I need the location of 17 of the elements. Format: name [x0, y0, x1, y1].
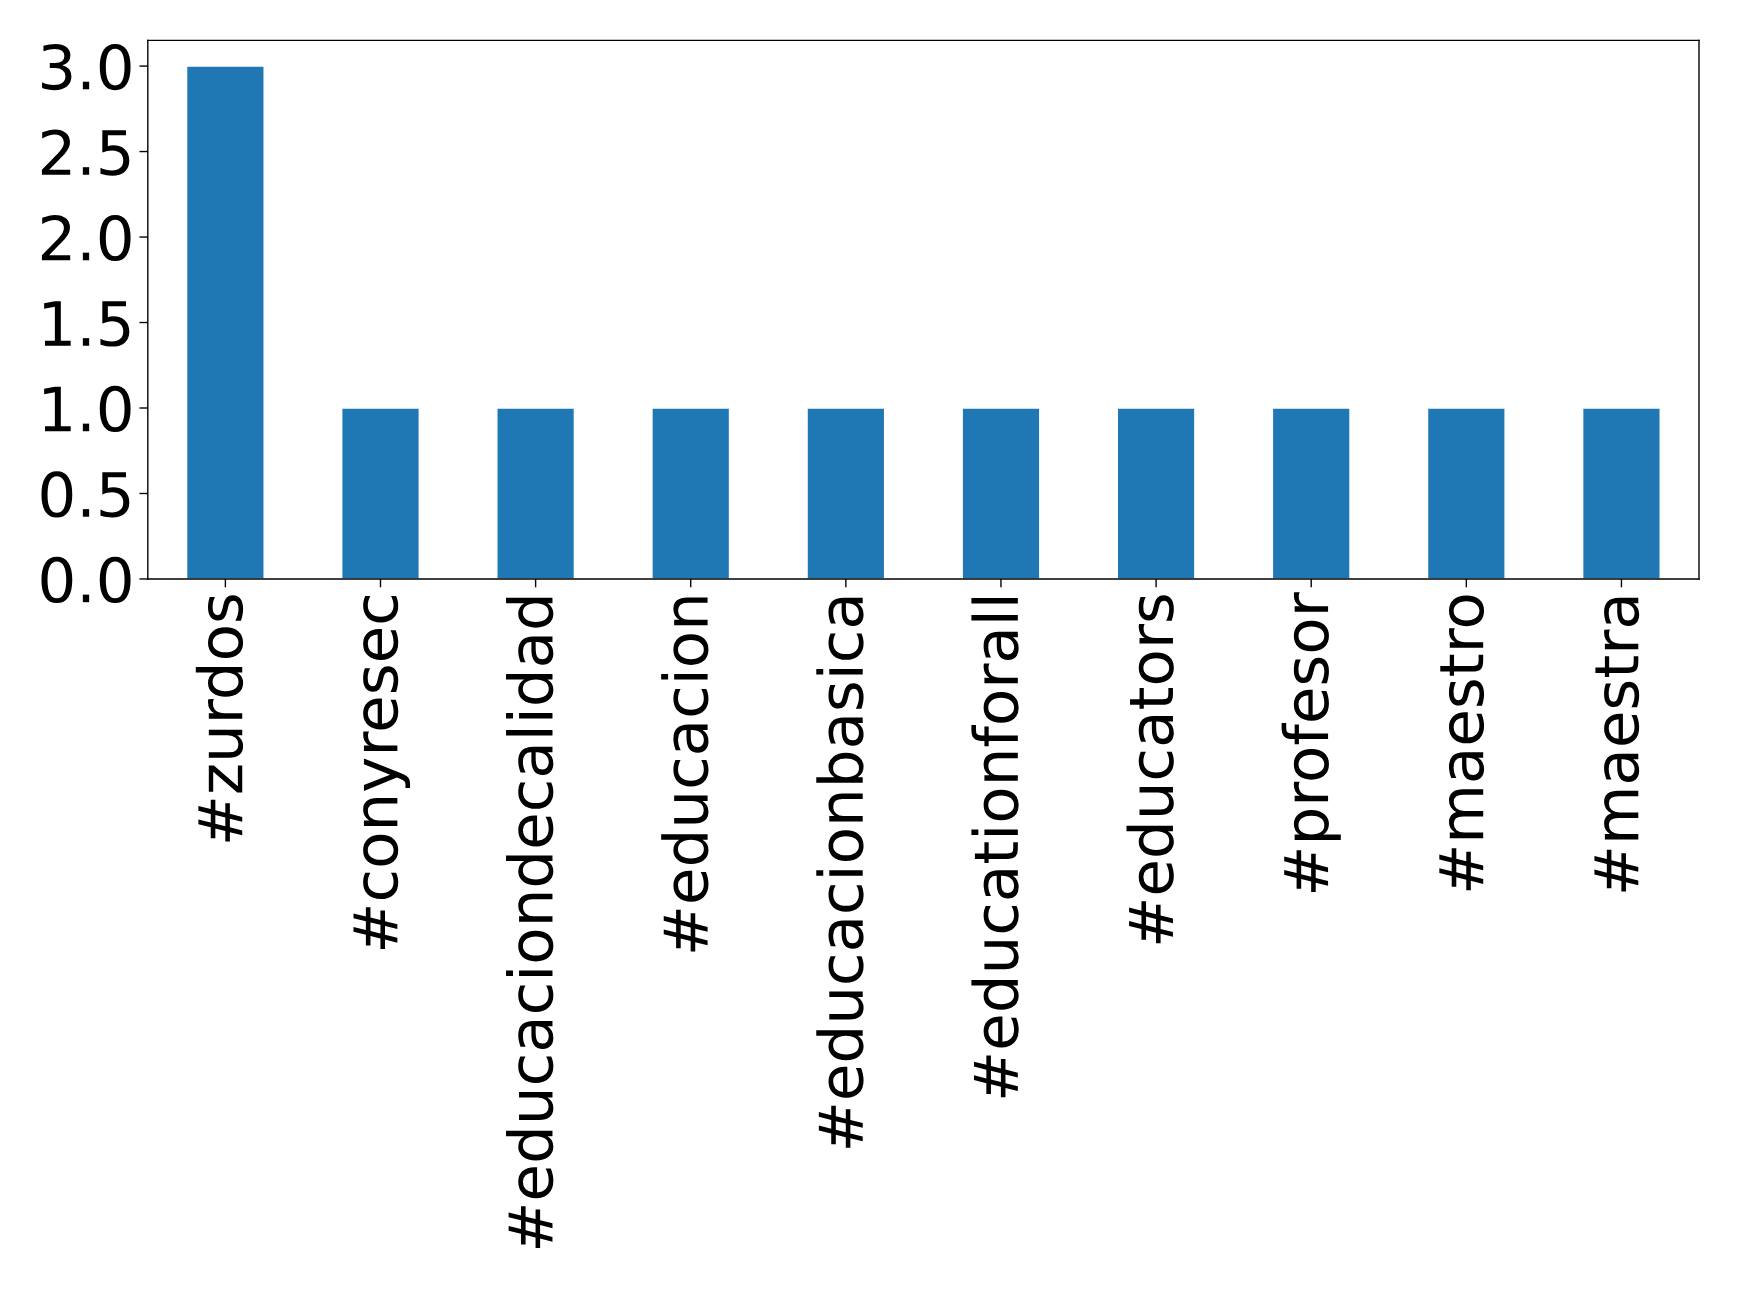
y-tick-label: 2.0 [41, 214, 131, 262]
y-tick-label: 0.5 [41, 471, 130, 518]
y-tick-label: 1.5 [44, 301, 130, 347]
x-tick-label: #educaciondecalidad [506, 597, 554, 1248]
y-tick-label: 2.5 [41, 129, 130, 176]
x-tick-label: #educacion [661, 597, 709, 952]
x-tick-label: #maestra [1594, 597, 1640, 892]
y-tick-label: 0.0 [41, 556, 131, 604]
x-tick-label: #profesor [1281, 592, 1341, 893]
x-tick-label: #maestro [1439, 595, 1485, 891]
x-tick-label: #educationforall [971, 597, 1019, 1098]
x-tick-label: #educators [1126, 595, 1174, 944]
x-tick-label: #conyresec [353, 595, 411, 949]
x-tick-label: #zurdos [195, 595, 244, 842]
x-tick-label: #educacionbasica [816, 597, 864, 1148]
y-tick-label: 1.0 [44, 385, 131, 433]
y-tick-label: 3.0 [42, 43, 131, 91]
